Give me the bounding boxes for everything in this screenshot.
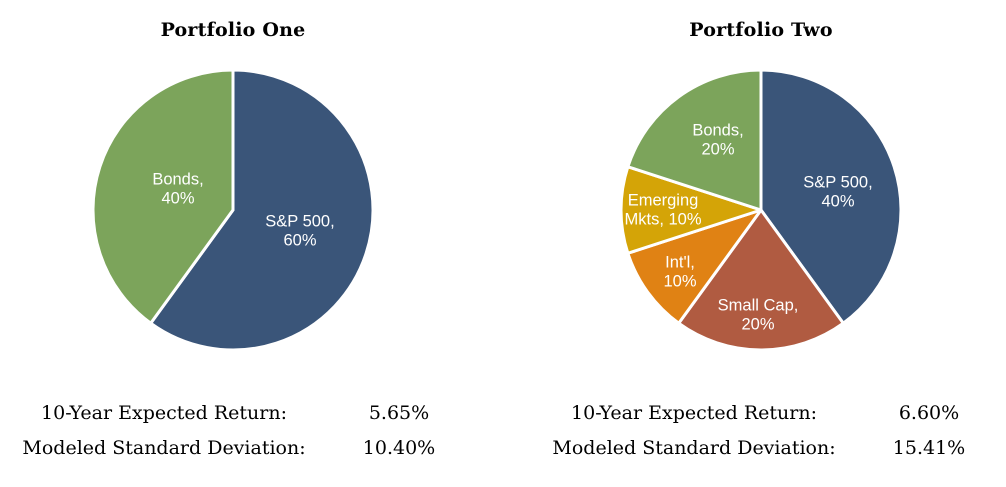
pie-slice-int-l bbox=[626, 208, 763, 325]
portfolio-two-section: Portfolio Two S&P 500, 40% Small Cap, 20% In… bbox=[503, 0, 1006, 487]
expected-return-value: 6.60% bbox=[898, 402, 960, 424]
portfolio-one-pie-chart: S&P 500,60% Bonds,40% bbox=[91, 68, 375, 352]
standard-deviation-value: 10.40% bbox=[362, 437, 436, 459]
pie-slice-label: 20% bbox=[701, 141, 734, 159]
pie-slice-label: 60% bbox=[283, 232, 316, 250]
portfolio-one-section: Portfolio One S&P 500, 60% Bonds, 40% 10-Ye… bbox=[0, 19, 503, 468]
pie-slice-label: Bonds, bbox=[692, 122, 743, 140]
pie-slice-label: S&P 500, bbox=[265, 213, 334, 231]
expected-return-label: 10-Year Expected Return: bbox=[571, 402, 817, 424]
pie-slice-label: 20% bbox=[741, 316, 774, 334]
portfolio-one-stats: 10-Year Expected Return: 5.65% Modeled S… bbox=[0, 398, 503, 468]
stats-row: Modeled Standard Deviation: 10.40% bbox=[0, 433, 503, 468]
expected-return-label: 10-Year Expected Return: bbox=[41, 402, 287, 424]
pie-slice-label: Bonds, bbox=[152, 171, 203, 189]
stats-row: 10-Year Expected Return: 5.65% bbox=[0, 398, 503, 433]
pie-slice-label: S&P 500, bbox=[803, 174, 872, 192]
portfolio-two-title: Portfolio Two bbox=[689, 19, 833, 41]
pie-slice-label: Int'l, bbox=[665, 254, 695, 272]
pie-slice-small-cap bbox=[677, 208, 845, 352]
portfolio-two-stats: 10-Year Expected Return: 6.60% Modeled S… bbox=[503, 398, 1006, 468]
pie-slice-label: 40% bbox=[821, 193, 854, 211]
standard-deviation-value: 15.41% bbox=[892, 437, 966, 459]
pie-slice-emerging-mkts bbox=[619, 165, 763, 255]
pie-slice-label: Small Cap, bbox=[718, 297, 799, 315]
pie-slice-bonds bbox=[91, 68, 235, 325]
pie-slice-label: 10% bbox=[663, 273, 696, 291]
portfolio-one-title: Portfolio One bbox=[160, 19, 306, 41]
stats-row: 10-Year Expected Return: 6.60% bbox=[503, 398, 1006, 433]
stats-row: Modeled Standard Deviation: 15.41% bbox=[503, 433, 1006, 468]
pie-slice-s-p-500 bbox=[759, 68, 903, 325]
pie-slice-bonds bbox=[626, 68, 763, 212]
expected-return-value: 5.65% bbox=[368, 402, 430, 424]
portfolio-two-pie-chart: S&P 500,40%Small Cap,20%Int'l,10%Emergin… bbox=[619, 68, 903, 352]
pie-slice-label: Mkts, 10% bbox=[624, 211, 701, 229]
pie-slice-s-p-500 bbox=[149, 68, 375, 352]
standard-deviation-label: Modeled Standard Deviation: bbox=[552, 437, 836, 459]
standard-deviation-label: Modeled Standard Deviation: bbox=[22, 437, 306, 459]
pie-slice-label: Emerging bbox=[628, 192, 699, 210]
pie-slice-label: 40% bbox=[161, 190, 194, 208]
